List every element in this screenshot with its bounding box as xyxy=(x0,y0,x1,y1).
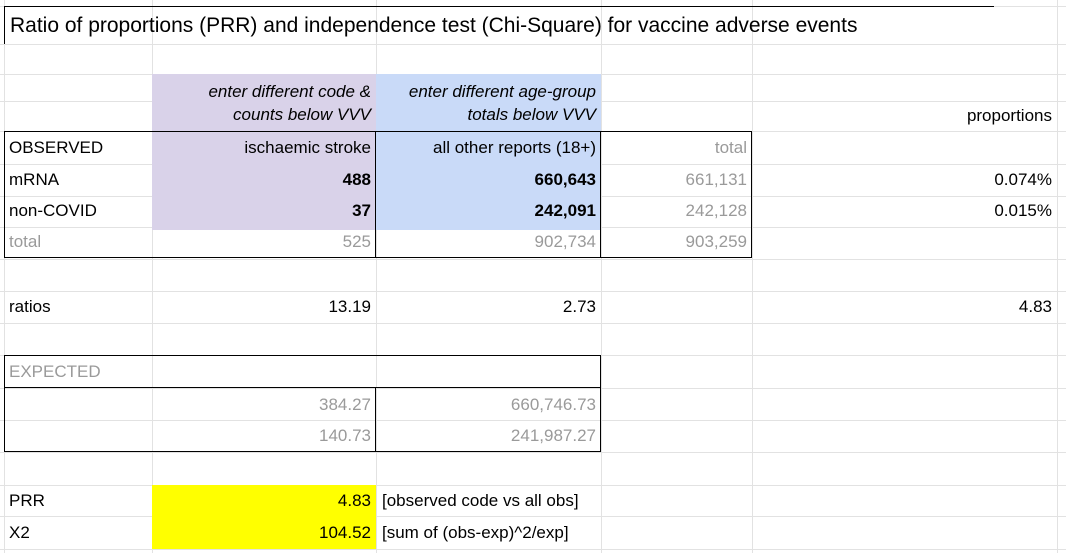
mrna-code-count[interactable]: 488 xyxy=(342,170,371,189)
total-other-count[interactable]: 902,734 xyxy=(534,232,596,251)
yellow-fill xyxy=(152,485,376,549)
expected-label[interactable]: EXPECTED xyxy=(9,362,101,381)
ratio-other[interactable]: 2.73 xyxy=(562,297,596,316)
expected-non-covid-other[interactable]: 241,987.27 xyxy=(510,426,596,445)
non-covid-total[interactable]: 242,128 xyxy=(685,201,747,220)
expected-non-covid-code[interactable]: 140.73 xyxy=(319,426,371,445)
gridline-horizontal xyxy=(0,291,1066,292)
observed-label[interactable]: OBSERVED xyxy=(9,138,104,157)
gridline-vertical xyxy=(1057,0,1058,553)
col-c-instruction-1[interactable]: enter different age-group xyxy=(408,82,596,101)
row-label-total[interactable]: total xyxy=(9,232,42,251)
x2-value[interactable]: 104.52 xyxy=(319,522,371,542)
row-label-mrna[interactable]: mRNA xyxy=(9,170,60,189)
blue-fill xyxy=(376,74,601,230)
non-covid-other-count[interactable]: 242,091 xyxy=(534,201,596,220)
gridline-vertical xyxy=(376,0,377,553)
expected-divider xyxy=(375,387,376,452)
gridline-horizontal xyxy=(0,516,1066,517)
gridline-horizontal xyxy=(0,44,1066,45)
gridline-vertical xyxy=(752,0,753,553)
mrna-other-count[interactable]: 660,643 xyxy=(534,170,596,189)
expected-row-line xyxy=(4,387,601,388)
gridline-horizontal xyxy=(0,323,1066,324)
prr-note[interactable]: [observed code vs all obs] xyxy=(382,490,579,510)
col-b-instruction-2[interactable]: counts below VVV xyxy=(233,105,371,124)
gridline-horizontal xyxy=(0,452,1066,453)
expected-mrna-other[interactable]: 660,746.73 xyxy=(510,395,596,414)
non-covid-proportion[interactable]: 0.015% xyxy=(994,201,1052,220)
col-c-header[interactable]: all other reports (18+) xyxy=(433,138,596,157)
gridline-vertical xyxy=(601,0,602,553)
prr-label[interactable]: PRR xyxy=(9,490,45,510)
x2-note[interactable]: [sum of (obs-exp)^2/exp] xyxy=(382,522,569,542)
sheet-title[interactable]: Ratio of proportions (PRR) and independe… xyxy=(4,6,994,44)
mrna-total[interactable]: 661,131 xyxy=(685,170,747,189)
grand-total[interactable]: 903,259 xyxy=(685,232,747,251)
row-label-non-covid[interactable]: non-COVID xyxy=(9,201,97,220)
mrna-proportion[interactable]: 0.074% xyxy=(994,170,1052,189)
gridline-horizontal xyxy=(0,485,1066,486)
gridline-vertical xyxy=(152,0,153,553)
expected-mrna-code[interactable]: 384.27 xyxy=(319,395,371,414)
observed-divider-b xyxy=(375,131,376,258)
col-c-instruction-2[interactable]: totals below VVV xyxy=(467,105,596,124)
x2-label[interactable]: X2 xyxy=(9,522,30,542)
col-b-instruction-1[interactable]: enter different code & xyxy=(208,82,371,101)
gridline-horizontal xyxy=(0,549,1066,550)
gridline-vertical xyxy=(4,0,5,553)
gridline-horizontal xyxy=(0,388,1066,389)
gridline-horizontal xyxy=(0,420,1066,421)
ratio-proportions[interactable]: 4.83 xyxy=(1018,297,1052,316)
gridline-horizontal xyxy=(0,259,1066,260)
ratios-label[interactable]: ratios xyxy=(9,297,51,316)
expected-box xyxy=(4,355,601,452)
purple-fill xyxy=(152,74,376,230)
col-b-header[interactable]: ischaemic stroke xyxy=(244,138,371,157)
total-header[interactable]: total xyxy=(714,138,747,157)
observed-divider-c xyxy=(600,131,601,258)
total-code-count[interactable]: 525 xyxy=(342,232,371,251)
observed-box xyxy=(4,131,752,258)
non-covid-code-count[interactable]: 37 xyxy=(352,201,371,220)
ratio-code[interactable]: 13.19 xyxy=(328,297,371,316)
proportions-header[interactable]: proportions xyxy=(966,106,1052,125)
prr-value[interactable]: 4.83 xyxy=(337,490,371,510)
